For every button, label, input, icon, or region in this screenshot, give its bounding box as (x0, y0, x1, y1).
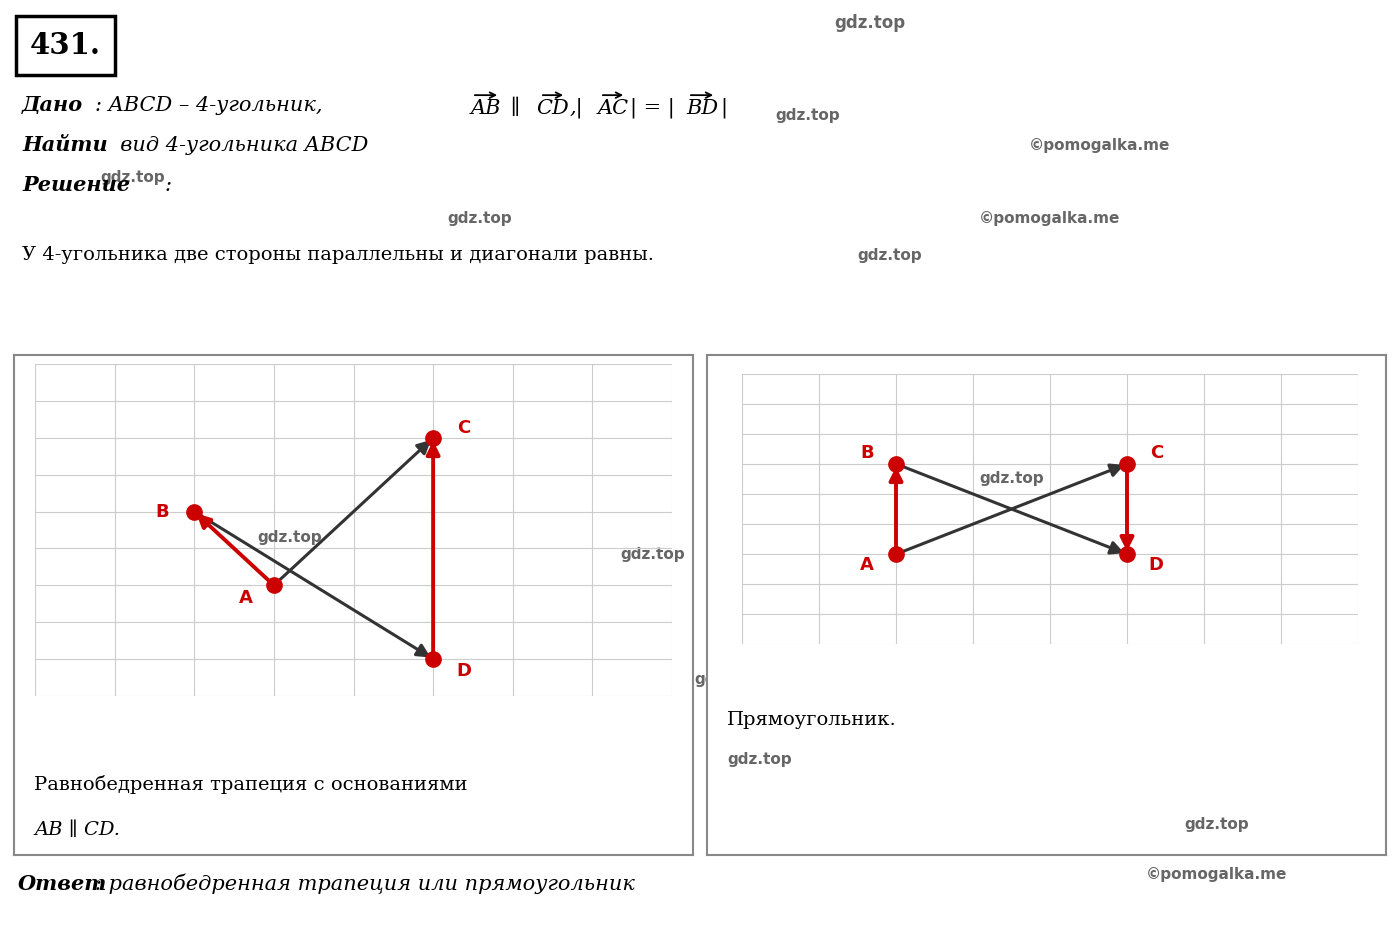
Text: Ответ: Ответ (18, 873, 108, 894)
Text: gdz.top: gdz.top (728, 752, 792, 767)
Text: gdz.top: gdz.top (620, 547, 685, 562)
Text: gdz.top: gdz.top (858, 248, 923, 262)
Text: ,|: ,| (570, 98, 584, 119)
Text: : равнобедренная трапеция или прямоугольник: : равнобедренная трапеция или прямоуголь… (95, 873, 634, 894)
Text: gdz.top: gdz.top (776, 107, 840, 122)
Text: Найти: Найти (22, 135, 108, 155)
Text: : ABCD – 4-угольник,: : ABCD – 4-угольник, (95, 95, 329, 115)
Text: |: | (720, 98, 727, 119)
Text: gdz.top: gdz.top (448, 211, 512, 226)
Text: B: B (155, 502, 169, 520)
FancyBboxPatch shape (15, 16, 115, 75)
Text: Дано: Дано (22, 95, 83, 115)
Text: Равнобедренная трапеция с основаниями: Равнобедренная трапеция с основаниями (35, 775, 468, 794)
Text: ©pomogalka.me: ©pomogalka.me (1029, 137, 1170, 153)
Text: C: C (1149, 445, 1163, 462)
Text: gdz.top: gdz.top (834, 14, 906, 32)
Text: AB: AB (470, 99, 501, 118)
Text: gdz.top: gdz.top (979, 472, 1044, 487)
Text: | = |: | = | (630, 98, 675, 119)
Text: gdz.top: gdz.top (99, 170, 165, 185)
Text: B: B (860, 445, 874, 462)
Text: Прямоугольник.: Прямоугольник. (728, 711, 897, 729)
Text: gdz.top: gdz.top (1184, 817, 1249, 832)
Text: A: A (860, 556, 874, 573)
Text: BD: BD (686, 99, 718, 118)
Text: 431.: 431. (29, 31, 101, 60)
Text: gdz.top: gdz.top (258, 530, 322, 545)
Text: AB ∥ CD.: AB ∥ CD. (35, 821, 120, 839)
Text: gdz.top: gdz.top (694, 672, 759, 687)
Text: Решение: Решение (22, 176, 130, 195)
Text: C: C (456, 418, 470, 436)
Text: ©pomogalka.me: ©pomogalka.me (980, 211, 1120, 226)
Text: ∥: ∥ (504, 98, 526, 118)
Text: :: : (165, 176, 172, 195)
Text: CD: CD (536, 99, 570, 118)
Text: D: D (456, 662, 470, 680)
Text: A: A (239, 589, 253, 607)
Text: D: D (1149, 556, 1163, 573)
Text: AC: AC (598, 99, 629, 118)
Text: У 4-угольника две стороны параллельны и диагонали равны.: У 4-угольника две стороны параллельны и … (22, 247, 654, 264)
Text: ©pomogalka.me: ©pomogalka.me (1145, 867, 1287, 882)
Text: :  вид 4-угольника ABCD: : вид 4-угольника ABCD (99, 135, 368, 155)
